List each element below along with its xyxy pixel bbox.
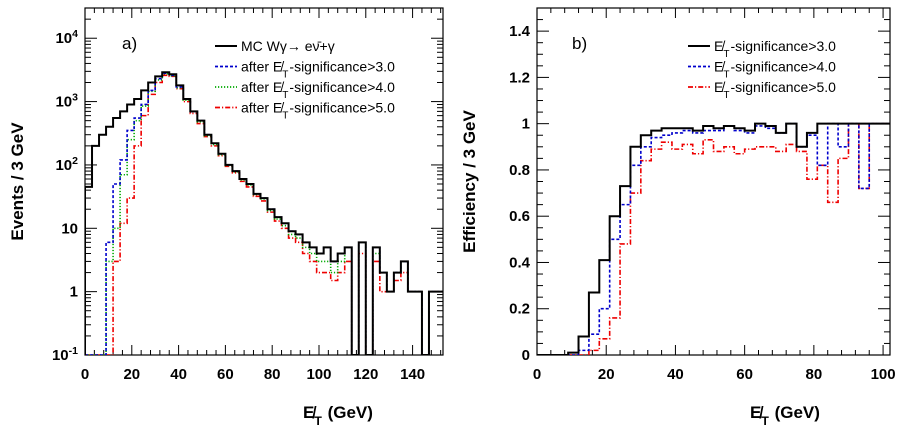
legend-entry-label: E̸T-significance>4.0 <box>714 59 836 81</box>
x-axis-title: E̸T (GeV) <box>750 403 820 426</box>
series-line <box>537 122 890 355</box>
panel-label: a) <box>122 34 137 53</box>
series-line <box>85 72 443 355</box>
x-tick-label: 100 <box>306 366 331 383</box>
panel-b: 0 20 40 60 80 100 0 0.2 0.4 0.6 0.8 1 1.2 1.4 E̸T (GeV… <box>460 7 896 426</box>
y-tick-label: 0.8 <box>509 162 530 179</box>
y-tick-label: 0.4 <box>509 254 531 271</box>
plot-frame <box>84 7 444 356</box>
x-tick-label: 120 <box>353 366 378 383</box>
y-axis-title: Efficiency / 3 GeV <box>460 110 479 253</box>
data-layer <box>537 122 890 355</box>
legend-entry-label: E̸T-significance>5.0 <box>714 79 836 101</box>
x-tick-label: 20 <box>123 366 140 383</box>
y-axis-title: Events / 3 GeV <box>8 122 27 241</box>
y-tick-label: 1.4 <box>509 23 531 40</box>
y-tick-label: 1.2 <box>509 69 530 86</box>
x-tick-label: 140 <box>400 366 425 383</box>
series-line <box>85 74 443 355</box>
x-tick-label: 60 <box>217 366 234 383</box>
x-tick-label: 40 <box>170 366 187 383</box>
series-line <box>537 122 890 355</box>
panel-a: 0 20 40 60 80 100 120 140 10-1 1 10 102 103 104 E̸T (G… <box>8 7 444 426</box>
x-tick-label: 0 <box>81 366 89 383</box>
x-tick-label: 0 <box>533 366 541 383</box>
data-layer <box>85 71 443 355</box>
y-tick-label: 102 <box>55 155 78 174</box>
x-tick-label: 20 <box>598 366 615 383</box>
x-tick-label: 80 <box>806 366 823 383</box>
y-tick-label: 10 <box>61 220 78 237</box>
x-tick-label: 80 <box>264 366 281 383</box>
legend-entry-label: MC Wγ→ eν̄+γ <box>241 38 335 54</box>
y-tick-label: 0.2 <box>509 301 530 318</box>
panel-label: b) <box>572 34 587 53</box>
y-tick-label: 103 <box>55 92 78 111</box>
y-tick-label: 1 <box>522 116 530 133</box>
legend-entry-label: E̸T-significance>3.0 <box>714 38 836 60</box>
series-line <box>537 122 890 355</box>
legend-entry-label: after E̸T-significance>4.0 <box>241 79 395 101</box>
legend-entry-label: after E̸T-significance>5.0 <box>241 100 395 122</box>
series-line <box>85 71 443 355</box>
y-tick-label: 10-1 <box>52 345 78 364</box>
y-tick-label: 1 <box>70 284 78 301</box>
series-line <box>85 72 443 355</box>
y-tick-label: 0 <box>522 347 530 364</box>
legend-entry-label: after E̸T-significance>3.0 <box>241 59 395 81</box>
x-tick-label: 40 <box>667 366 684 383</box>
x-tick-label: 60 <box>736 366 753 383</box>
legend: E̸T-significance>3.0E̸T-significance>4.0… <box>688 38 836 101</box>
x-tick-label: 100 <box>871 366 896 383</box>
y-tick-label: 0.6 <box>509 208 530 225</box>
x-axis-title: E̸T (GeV) <box>303 403 373 426</box>
y-tick-label: 104 <box>55 28 78 47</box>
